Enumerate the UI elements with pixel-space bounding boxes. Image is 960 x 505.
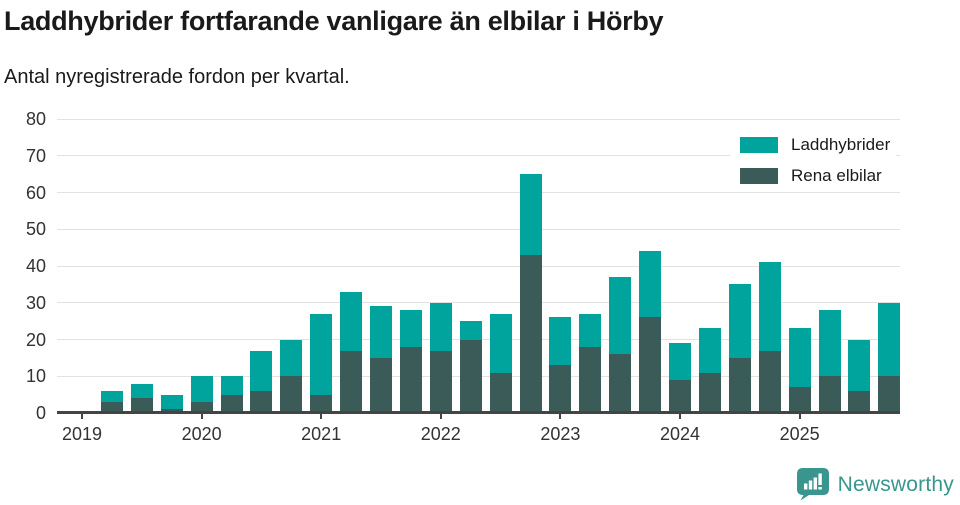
bar-segment — [489, 313, 512, 373]
legend-item-rena-elbilar: Rena elbilar — [730, 163, 897, 189]
y-tick-label: 80 — [25, 109, 46, 129]
bar-segment — [728, 284, 751, 358]
bar-segment — [549, 317, 572, 366]
y-tick-label: 30 — [25, 292, 46, 313]
bar-segment — [878, 376, 901, 413]
x-tick-label: 2021 — [301, 424, 342, 444]
y-tick-label: 70 — [25, 145, 46, 166]
y-tick-label: 60 — [25, 182, 46, 203]
bar-segment — [429, 350, 452, 413]
gridline — [57, 155, 900, 157]
bar-segment — [818, 376, 841, 413]
bar-segment — [669, 379, 691, 413]
chart: Laddhybrider fortfarande vanligare än el… — [0, 6, 901, 444]
y-tick-label: 40 — [25, 256, 46, 276]
legend-swatch-laddhybrider — [740, 137, 778, 153]
bar-segment — [579, 313, 602, 347]
x-axis-tick — [200, 413, 203, 419]
bar-segment — [698, 328, 721, 373]
bar-segment — [399, 310, 422, 347]
bar-segment — [788, 328, 811, 388]
newsworthy-bubble-chart-icon — [796, 468, 830, 501]
bar-segment — [220, 376, 243, 395]
gridline — [57, 265, 900, 267]
x-tick-label: 2025 — [779, 424, 820, 444]
bar-segment — [698, 372, 721, 413]
legend-item-laddhybrider: Laddhybrider — [730, 132, 897, 158]
plot-area: 2019 2020 2021 2022 2023 2024 2025 — [57, 118, 901, 444]
bar-segment — [429, 302, 452, 351]
newsworthy-logo[interactable]: Newsworthy — [796, 468, 954, 501]
bar-segment — [190, 401, 213, 413]
bar-segment — [758, 350, 781, 413]
gridline — [57, 118, 900, 120]
legend-swatch-rena-elbilar — [740, 168, 778, 184]
x-axis-tick — [798, 413, 801, 419]
bar-segment — [190, 376, 213, 402]
y-tick-label: 20 — [25, 329, 46, 350]
bar-segment — [609, 354, 632, 413]
bar-segment — [250, 390, 273, 413]
y-tick-label: 0 — [35, 403, 46, 423]
bar-segment — [340, 350, 363, 413]
gridline — [57, 192, 900, 193]
bar-segment — [848, 339, 871, 391]
bar-segment — [639, 317, 662, 413]
bar-segment — [130, 383, 153, 399]
bar-segment — [100, 390, 123, 402]
chart-subtitle: Antal nyregistrerade fordon per kvartal. — [4, 66, 350, 88]
bar-segment — [310, 394, 333, 413]
chart-title: Laddhybrider fortfarande vanligare än el… — [4, 6, 664, 36]
bar-segment — [459, 321, 482, 340]
bar-segment — [579, 346, 602, 413]
x-tick-label: 2019 — [61, 424, 103, 444]
bar-segment — [489, 372, 512, 413]
bar-segment — [220, 394, 243, 413]
bar-segment — [818, 310, 841, 377]
bar-segment — [280, 339, 303, 377]
bar-segment — [310, 313, 333, 395]
bar-segment — [340, 291, 363, 351]
y-tick-label: 10 — [25, 366, 46, 387]
x-axis-tick — [679, 413, 681, 419]
bar-segment — [758, 262, 781, 351]
bar-segment — [848, 390, 871, 413]
bar-segment — [280, 376, 303, 413]
bar-segment — [100, 401, 123, 413]
legend-label: Rena elbilar — [791, 166, 882, 185]
newsworthy-wordmark: Newsworthy — [837, 472, 954, 496]
x-tick-label: 2023 — [540, 424, 581, 444]
bar-segment — [160, 394, 183, 410]
bar-segment — [669, 343, 691, 380]
bar-segment — [728, 357, 751, 413]
x-axis-tick — [81, 413, 83, 419]
x-tick-label: 2020 — [181, 424, 222, 444]
bar-segment — [788, 387, 811, 413]
bar-segment — [549, 365, 572, 413]
y-tick-label: 50 — [25, 219, 46, 240]
x-tick-label: 2022 — [420, 424, 461, 444]
x-axis-line — [57, 411, 900, 414]
bar-segment — [250, 350, 273, 391]
x-axis-tick — [439, 413, 442, 419]
bar-segment — [370, 306, 392, 358]
bar-segment — [878, 302, 901, 377]
x-axis-tick — [559, 413, 562, 419]
bar-segment — [639, 251, 662, 318]
bar-segment — [519, 174, 542, 255]
bar-segment — [609, 277, 632, 355]
x-tick-label: 2024 — [659, 424, 701, 444]
legend: Laddhybrider Rena elbilar — [730, 132, 897, 189]
bar-segment — [370, 357, 392, 413]
bar-segment — [130, 398, 153, 413]
y-axis: 0 10 20 30 40 50 60 70 80 — [0, 109, 46, 423]
bar-segment — [519, 254, 542, 413]
bar-segment — [399, 346, 422, 413]
gridline — [57, 302, 900, 304]
bar-segment — [459, 339, 482, 413]
gridline — [57, 228, 900, 230]
legend-label: Laddhybrider — [791, 135, 891, 154]
x-axis-tick — [320, 413, 323, 419]
